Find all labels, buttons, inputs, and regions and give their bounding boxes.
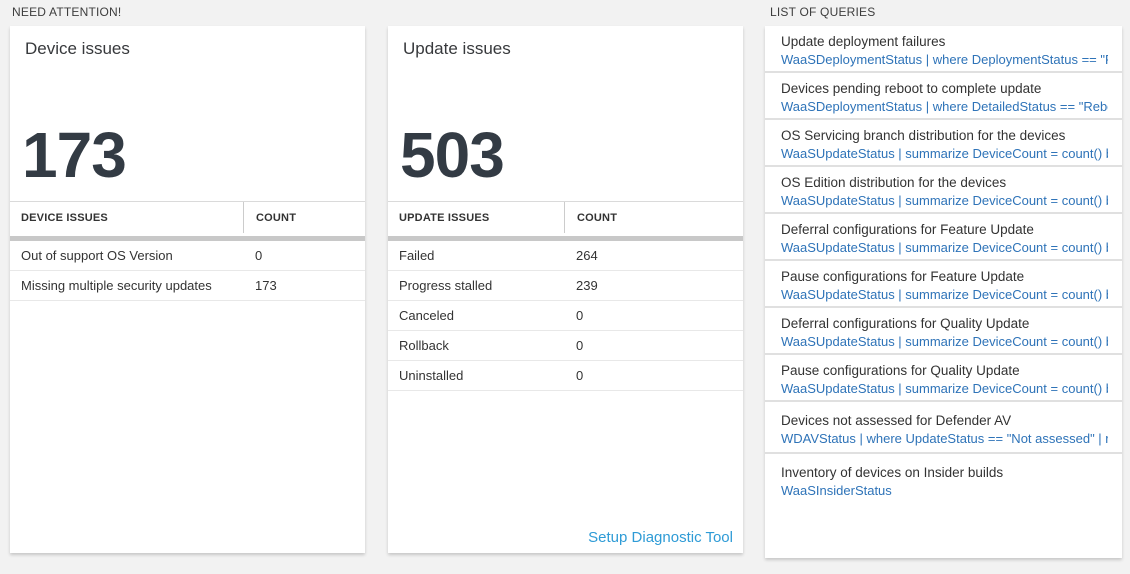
list-of-queries-section-label: LIST OF QUERIES — [770, 5, 876, 19]
query-link[interactable]: WaaSUpdateStatus | summarize DeviceCount… — [781, 381, 1108, 396]
query-title: Inventory of devices on Insider builds — [781, 465, 1004, 480]
update-card-title: Update issues — [403, 39, 511, 58]
device-issues-total[interactable]: 173 — [22, 119, 127, 191]
query-title: OS Servicing branch distribution for the… — [781, 128, 1066, 143]
device-issues-card: Device issues 173 DEVICE ISSUES COUNT Ou… — [10, 26, 365, 553]
query-link[interactable]: WaaSDeploymentStatus | where DeploymentS… — [781, 52, 1108, 67]
issue-label: Canceled — [399, 308, 454, 323]
table-row[interactable]: Failed 264 — [388, 241, 743, 271]
count-column-header[interactable]: COUNT — [564, 202, 743, 233]
update-issues-column-header[interactable]: UPDATE ISSUES — [399, 211, 490, 224]
query-list-item[interactable]: Deferral configurations for Feature Upda… — [765, 214, 1122, 261]
issue-count: 0 — [576, 368, 584, 383]
issue-label: Failed — [399, 248, 435, 263]
query-link[interactable]: WaaSUpdateStatus | summarize DeviceCount… — [781, 240, 1108, 255]
query-title: Devices pending reboot to complete updat… — [781, 81, 1042, 96]
update-issues-total[interactable]: 503 — [400, 119, 505, 191]
query-title: Pause configurations for Quality Update — [781, 363, 1020, 378]
query-title: Devices not assessed for Defender AV — [781, 413, 1012, 428]
query-link[interactable]: WaaSDeploymentStatus | where DetailedSta… — [781, 99, 1108, 114]
query-title: Update deployment failures — [781, 34, 946, 49]
query-list-item[interactable]: Devices pending reboot to complete updat… — [765, 73, 1122, 120]
table-header-divider-bar — [10, 236, 365, 241]
table-row[interactable]: Canceled 0 — [388, 301, 743, 331]
issue-label: Missing multiple security updates — [21, 278, 212, 293]
setup-diagnostic-tool-link[interactable]: Setup Diagnostic Tool — [588, 529, 733, 546]
device-issues-column-header[interactable]: DEVICE ISSUES — [21, 211, 108, 224]
update-issues-card: Update issues 503 UPDATE ISSUES COUNT Fa… — [388, 26, 743, 553]
need-attention-section-label: NEED ATTENTION! — [12, 5, 122, 19]
device-issues-table: DEVICE ISSUES COUNT Out of support OS Ve… — [10, 201, 365, 301]
table-row[interactable]: Rollback 0 — [388, 331, 743, 361]
device-table-header: DEVICE ISSUES COUNT — [10, 201, 365, 233]
update-issues-table: UPDATE ISSUES COUNT Failed 264 Progress … — [388, 201, 743, 391]
query-link[interactable]: WaaSUpdateStatus | summarize DeviceCount… — [781, 334, 1108, 349]
query-list-item[interactable]: Devices not assessed for Defender AV WDA… — [765, 402, 1122, 454]
table-row[interactable]: Uninstalled 0 — [388, 361, 743, 391]
issue-label: Rollback — [399, 338, 449, 353]
query-title: OS Edition distribution for the devices — [781, 175, 1007, 190]
table-row[interactable]: Missing multiple security updates 173 — [10, 271, 365, 301]
issue-count: 239 — [576, 278, 598, 293]
query-list-item[interactable]: Pause configurations for Feature Update … — [765, 261, 1122, 308]
issue-label: Out of support OS Version — [21, 248, 173, 263]
query-link[interactable]: WaaSUpdateStatus | summarize DeviceCount… — [781, 287, 1108, 302]
issue-count: 0 — [576, 308, 584, 323]
query-title: Deferral configurations for Feature Upda… — [781, 222, 1034, 237]
device-card-title: Device issues — [25, 39, 130, 58]
query-link[interactable]: WaaSUpdateStatus | summarize DeviceCount… — [781, 146, 1108, 161]
issue-count: 0 — [576, 338, 584, 353]
count-column-header[interactable]: COUNT — [243, 202, 365, 233]
issue-label: Progress stalled — [399, 278, 493, 293]
query-title: Deferral configurations for Quality Upda… — [781, 316, 1030, 331]
query-link[interactable]: WaaSUpdateStatus | summarize DeviceCount… — [781, 193, 1108, 208]
issue-count: 173 — [255, 278, 277, 293]
query-link[interactable]: WaaSInsiderStatus — [781, 483, 892, 498]
query-link[interactable]: WDAVStatus | where UpdateStatus == "Not … — [781, 431, 1108, 446]
query-list-item[interactable]: OS Edition distribution for the devices … — [765, 167, 1122, 214]
update-table-header: UPDATE ISSUES COUNT — [388, 201, 743, 233]
issue-count: 264 — [576, 248, 598, 263]
table-header-divider-bar — [388, 236, 743, 241]
query-list-item[interactable]: Inventory of devices on Insider builds W… — [765, 454, 1122, 506]
query-list-item[interactable]: Pause configurations for Quality Update … — [765, 355, 1122, 402]
issue-count: 0 — [255, 248, 263, 263]
query-list-item[interactable]: Deferral configurations for Quality Upda… — [765, 308, 1122, 355]
query-title: Pause configurations for Feature Update — [781, 269, 1025, 284]
list-of-queries-card: Update deployment failures WaaSDeploymen… — [765, 26, 1122, 558]
issue-label: Uninstalled — [399, 368, 464, 383]
table-row[interactable]: Out of support OS Version 0 — [10, 241, 365, 271]
table-row[interactable]: Progress stalled 239 — [388, 271, 743, 301]
query-list-item[interactable]: OS Servicing branch distribution for the… — [765, 120, 1122, 167]
query-list-item[interactable]: Update deployment failures WaaSDeploymen… — [765, 26, 1122, 73]
